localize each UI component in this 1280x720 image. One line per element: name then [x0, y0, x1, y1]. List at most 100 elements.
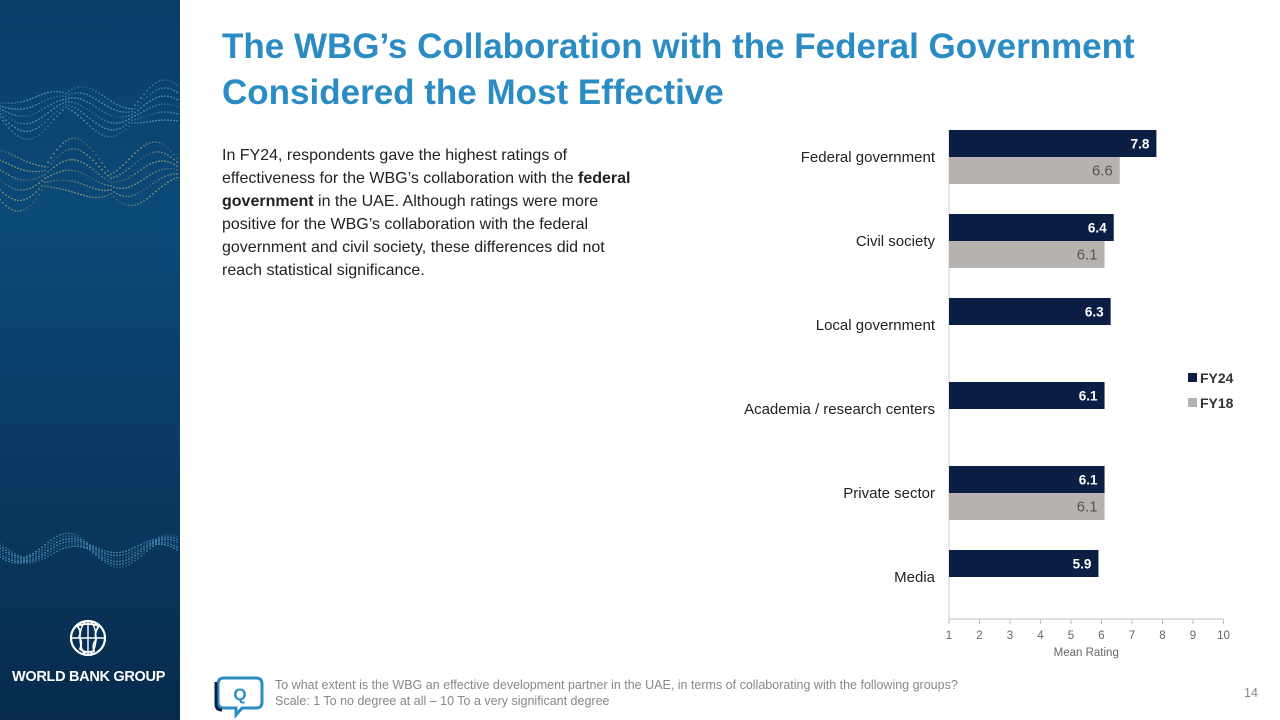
- wave-dot: [77, 545, 79, 548]
- wave-dot: [149, 100, 151, 102]
- wave-dot: [56, 171, 58, 174]
- wave-dot: [0, 116, 1, 118]
- wave-dot: [176, 113, 178, 115]
- wave-dot: [146, 548, 148, 550]
- wave-dot: [95, 154, 97, 156]
- wave-dot: [32, 137, 34, 139]
- wave-dot: [38, 553, 40, 555]
- wave-dot: [5, 183, 7, 186]
- wave-dot: [158, 151, 160, 153]
- wave-dot: [149, 539, 151, 542]
- wave-dot: [110, 114, 112, 117]
- wave-dot: [131, 116, 133, 119]
- wave-dot: [59, 549, 61, 551]
- wave-dot: [116, 169, 118, 172]
- wave-dot: [14, 199, 16, 201]
- wave-dot: [155, 141, 157, 143]
- wave-dot: [104, 554, 106, 557]
- wave-dot: [8, 185, 10, 187]
- wave-dot: [17, 210, 19, 212]
- wave-dot: [29, 114, 31, 116]
- wave-dot: [101, 94, 103, 96]
- wave-dot: [152, 120, 154, 122]
- wave-dot: [11, 186, 13, 189]
- wave-dot: [89, 186, 91, 188]
- wave-dot: [167, 147, 169, 150]
- wave-dot: [161, 177, 163, 179]
- wave-dot: [95, 552, 97, 555]
- wave-dot: [98, 556, 100, 559]
- wave-dot: [104, 559, 106, 561]
- wave-dot: [11, 208, 13, 211]
- wave-dot: [173, 534, 175, 537]
- wave-dot: [122, 202, 124, 205]
- wave-dot: [17, 562, 19, 565]
- wave-dot: [104, 111, 106, 114]
- wave-dot: [155, 160, 157, 163]
- wave-dot: [71, 180, 73, 182]
- wave-dot: [155, 543, 157, 546]
- wave-dot: [158, 178, 160, 181]
- wave-dot: [134, 104, 136, 107]
- wave-dot: [38, 550, 40, 553]
- wave-dot: [131, 553, 133, 556]
- wave-dot: [2, 109, 4, 112]
- wave-dot: [11, 559, 13, 562]
- wave-dot: [110, 192, 112, 195]
- wave-dot: [137, 113, 139, 116]
- wave-dot: [134, 107, 136, 110]
- wave-dot: [5, 106, 7, 109]
- wave-dot: [116, 128, 118, 131]
- wave-dot: [143, 166, 145, 169]
- wave-dot: [164, 144, 166, 147]
- wave-dot: [86, 541, 88, 543]
- wave-dot: [32, 129, 34, 131]
- wave-dot: [86, 195, 88, 198]
- wave-dot: [119, 551, 121, 554]
- wave-dot: [0, 189, 1, 191]
- wave-dot: [146, 546, 148, 549]
- wave-dot: [167, 181, 169, 183]
- wave-dot: [29, 179, 31, 181]
- wave-dot: [170, 80, 172, 83]
- wave-dot: [11, 113, 13, 116]
- body-paragraph: In FY24, respondents gave the highest ra…: [222, 144, 632, 282]
- wave-dot: [26, 560, 28, 563]
- wave-dot: [152, 141, 154, 143]
- wave-dot: [41, 101, 43, 103]
- data-label-fy24-media: 5.9: [1073, 557, 1092, 572]
- wave-dot: [131, 194, 133, 197]
- wave-dot: [83, 141, 85, 143]
- wave-dot: [158, 111, 160, 114]
- wave-dot: [71, 535, 73, 538]
- wave-dot: [131, 122, 133, 124]
- wave-dot: [167, 154, 169, 156]
- wave-dot: [113, 557, 115, 560]
- wave-dot: [116, 560, 118, 563]
- wave-dot: [47, 105, 49, 107]
- wave-dot: [77, 86, 79, 88]
- wave-dot: [80, 171, 82, 174]
- wave-dot: [176, 120, 178, 122]
- wave-dot: [44, 128, 46, 131]
- wave-dot: [101, 182, 103, 185]
- wave-dot: [119, 105, 121, 107]
- wave-dot: [86, 122, 88, 125]
- wave-dot: [23, 561, 25, 564]
- wave-dot: [74, 102, 76, 104]
- wave-dot: [35, 184, 37, 186]
- wave-dot: [56, 538, 58, 541]
- wave-dot: [80, 536, 82, 539]
- wave-dot: [119, 194, 121, 196]
- wave-dot: [32, 170, 34, 173]
- wave-dot: [122, 116, 124, 118]
- wave-dot: [146, 186, 148, 189]
- wave-dot: [143, 552, 145, 555]
- wave-dot: [116, 198, 118, 201]
- wave-dot: [167, 103, 169, 105]
- wave-dot: [164, 152, 166, 155]
- wave-dot: [143, 542, 145, 544]
- wave-dot: [152, 182, 154, 185]
- wave-dot: [71, 191, 73, 193]
- wave-dot: [62, 109, 64, 111]
